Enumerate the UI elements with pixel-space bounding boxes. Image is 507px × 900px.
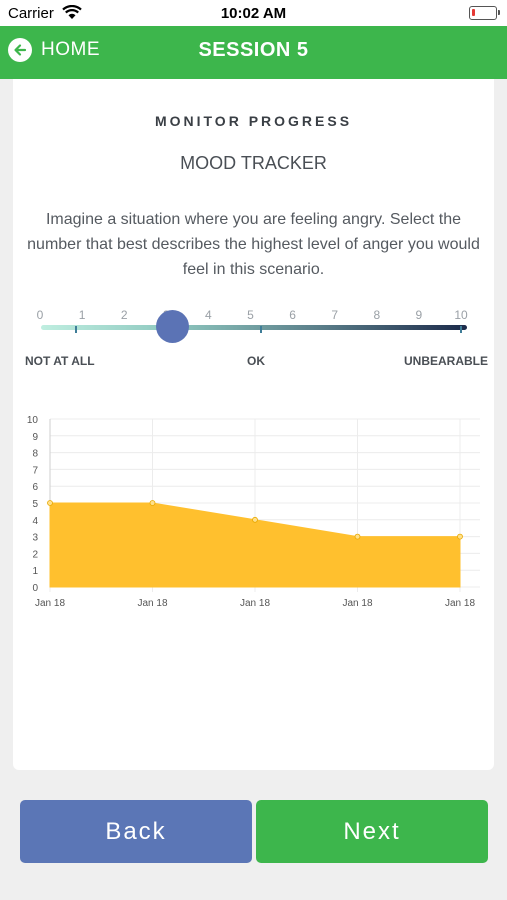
slider-thumb[interactable] [156,310,189,343]
wifi-icon [62,4,82,25]
mood-chart-svg: 0 1 2 3 4 5 6 7 8 9 10 Jan 18 Jan 18 Jan 18 Jan 18 Jan … [27,415,480,609]
y-tick-label: 8 [32,449,38,460]
data-point [354,533,361,540]
back-button[interactable]: Back [20,800,252,863]
slider-tick-mark [260,326,262,333]
slider-tick-1: 1 [78,308,86,322]
x-tick-label: Jan 18 [137,598,167,609]
y-tick-label: 0 [32,583,38,594]
nav-bar: HOME SESSION 5 [0,26,507,79]
y-tick-label: 2 [32,549,38,560]
y-tick-label: 4 [32,516,38,527]
back-arrow-icon [8,38,32,62]
y-tick-label: 6 [32,482,38,493]
slider-tick-0: 0 [36,308,44,322]
slider-tick-10: 10 [454,308,468,322]
scale-label-low: NOT AT ALL [25,354,95,368]
y-tick-label: 1 [32,566,38,577]
home-button[interactable]: HOME [8,38,100,62]
slider-tick-5: 5 [247,308,254,322]
data-point [252,516,258,523]
scale-label-high: UNBEARABLE [404,354,488,368]
slider-tick-6: 6 [289,308,296,322]
slider-tick-4: 4 [205,308,212,322]
y-tick-label: 10 [27,415,39,426]
question-text: Imagine a situation where you are feelin… [27,211,480,278]
page-title: SESSION 5 [198,39,309,61]
x-tick-label: Jan 18 [240,598,270,609]
data-point [47,500,53,506]
series-area [49,502,461,588]
slider-tick-mark [75,326,77,333]
data-point [457,533,463,540]
status-bar: Carrier 10:02 AM [0,0,507,26]
next-button[interactable]: Next [256,800,488,863]
battery-icon [469,6,500,20]
x-tick-label: Jan 18 [445,598,475,609]
slider-tick-9: 9 [415,308,423,322]
x-tick-label: Jan 18 [35,598,65,609]
x-tick-label: Jan 18 [342,598,372,609]
content-card: MONITOR PROGRESS MOOD TRACKER Imagine a … [13,79,494,770]
section-heading: MONITOR PROGRESS [154,113,353,129]
tracker-title: MOOD TRACKER [180,153,327,173]
slider-tick-2: 2 [120,308,128,322]
home-label: HOME [41,39,100,60]
status-time: 10:02 AM [220,5,287,22]
y-tick-label: 3 [32,533,38,544]
slider-tick-8: 8 [373,308,381,322]
y-tick-label: 7 [32,465,38,476]
data-point [149,500,156,506]
slider-tick-7: 7 [331,308,339,322]
slider-track[interactable] [41,325,467,330]
y-tick-label: 5 [32,499,38,510]
mood-chart: 0 1 2 3 4 5 6 7 8 9 10 Jan 18 Jan 18 Jan 18 Jan 18 Jan … [13,404,494,619]
slider-tick-mark [460,326,462,333]
y-tick-label: 9 [32,432,38,443]
scale-label-mid: OK [247,354,265,368]
carrier-label: Carrier [8,5,54,22]
